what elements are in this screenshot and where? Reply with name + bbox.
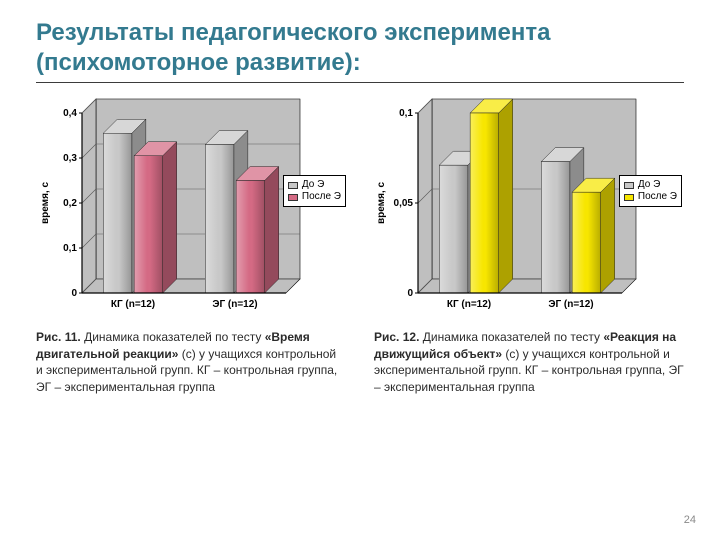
- svg-text:ЭГ (n=12): ЭГ (n=12): [212, 299, 257, 310]
- svg-text:0,1: 0,1: [399, 108, 413, 119]
- chart-right-svg: 0 0,05 0,1 КГ (n=12) ЭГ (n=12) время, с: [372, 97, 684, 317]
- svg-text:0,4: 0,4: [63, 108, 77, 119]
- svg-text:ЭГ (n=12): ЭГ (n=12): [548, 299, 593, 310]
- caption-right-lead: Динамика показателей по тесту: [419, 330, 603, 344]
- caption-left-fig: Рис. 11.: [36, 330, 81, 344]
- legend-label: После Э: [638, 191, 677, 203]
- legend-item: После Э: [288, 191, 341, 203]
- chart-left-svg: 0 0,1 0,2 0,3 0,4 КГ (n=12) ЭГ (n=12) время, с: [36, 97, 348, 317]
- legend-swatch: [288, 182, 298, 189]
- page-title: Результаты педагогического эксперимента …: [36, 18, 684, 78]
- caption-left-lead: Динамика показателей по тесту: [81, 330, 265, 344]
- legend-label: До Э: [302, 179, 324, 191]
- svg-text:КГ (n=12): КГ (n=12): [447, 299, 491, 310]
- svg-text:время, с: время, с: [40, 182, 51, 224]
- chart-right-legend: До ЭПосле Э: [619, 175, 682, 207]
- captions-row: Рис. 11. Динамика показателей по тесту «…: [36, 329, 684, 395]
- chart-right: 0 0,05 0,1 КГ (n=12) ЭГ (n=12) время, с До ЭП…: [372, 97, 684, 317]
- legend-swatch: [624, 194, 634, 201]
- legend-label: До Э: [638, 179, 660, 191]
- svg-text:0,05: 0,05: [394, 198, 414, 209]
- caption-right: Рис. 12. Динамика показателей по тесту «…: [374, 329, 684, 395]
- legend-swatch: [624, 182, 634, 189]
- legend-item: До Э: [624, 179, 677, 191]
- svg-text:0,3: 0,3: [63, 153, 77, 164]
- caption-left: Рис. 11. Динамика показателей по тесту «…: [36, 329, 346, 395]
- legend-item: После Э: [624, 191, 677, 203]
- charts-row: 00,10,20,30,4КГ (n=12)ЭГ (n=12)время, с …: [36, 97, 684, 317]
- title-underline: [36, 82, 684, 83]
- svg-text:0,1: 0,1: [63, 243, 77, 254]
- chart-left-legend: До ЭПосле Э: [283, 175, 346, 207]
- slide: Результаты педагогического эксперимента …: [0, 0, 720, 540]
- svg-text:0,2: 0,2: [63, 198, 77, 209]
- svg-text:0: 0: [71, 288, 77, 299]
- page-number: 24: [684, 514, 696, 526]
- svg-text:КГ (n=12): КГ (n=12): [111, 299, 155, 310]
- svg-text:0: 0: [407, 288, 413, 299]
- legend-item: До Э: [288, 179, 341, 191]
- chart-left: 00,10,20,30,4КГ (n=12)ЭГ (n=12)время, с …: [36, 97, 348, 317]
- svg-text:время, с: время, с: [376, 182, 387, 224]
- legend-label: После Э: [302, 191, 341, 203]
- caption-right-fig: Рис. 12.: [374, 330, 419, 344]
- legend-swatch: [288, 194, 298, 201]
